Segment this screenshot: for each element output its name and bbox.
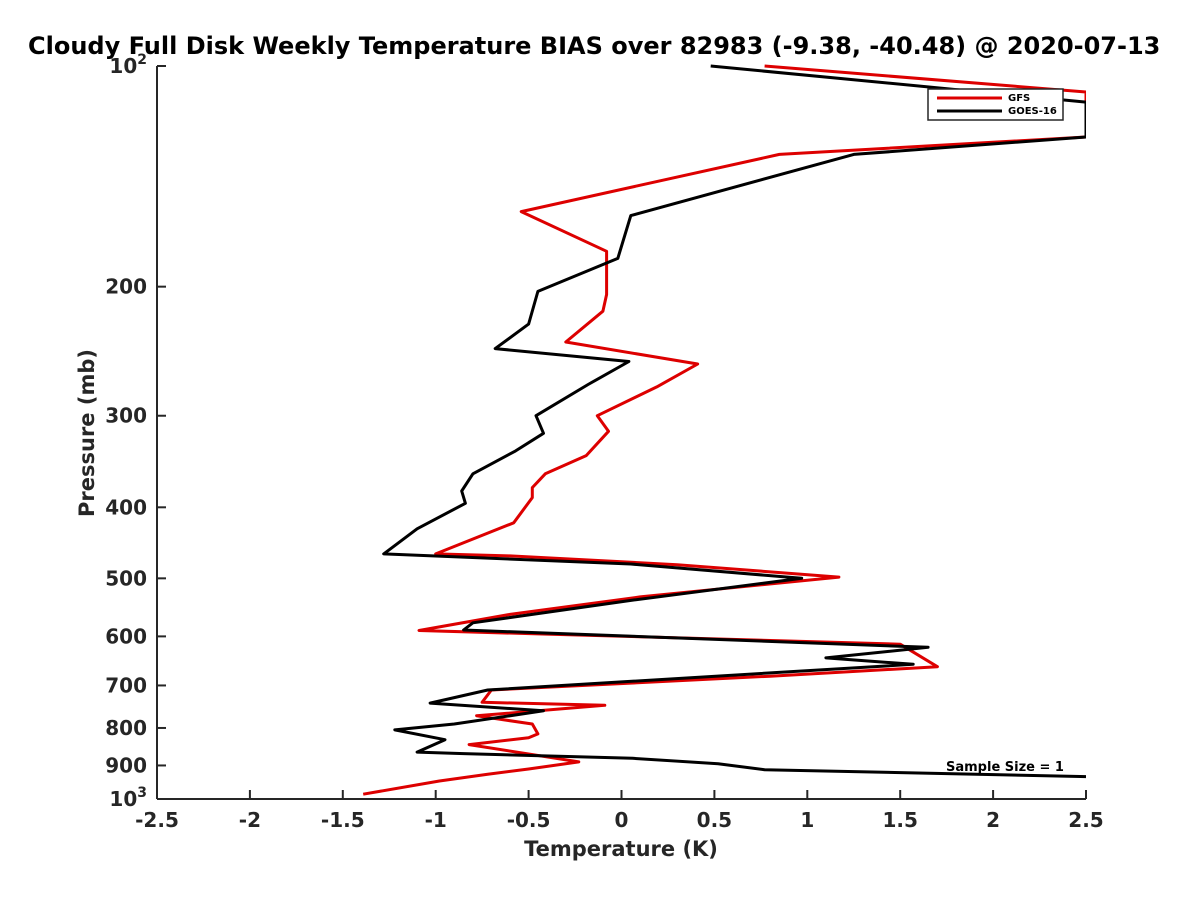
y-tick-label: 103 [109,785,147,811]
y-tick-label: 900 [105,753,147,777]
series-layer [362,64,1086,796]
y-tick-label: 102 [109,52,147,78]
legend-label-gfs: GFS [1008,93,1030,104]
x-tick-label: -2 [239,808,261,832]
x-tick-label: -1 [425,808,447,832]
x-axis-ticks: -2.5 -2 -1.5 -1 -0.5 0 0.5 1 1.5 2 2.5 [135,790,1104,832]
x-tick-label: 1.5 [882,808,917,832]
legend-box [927,88,1064,121]
x-tick-label: 0.5 [697,808,732,832]
x-tick-label: -2.5 [135,808,179,832]
x-tick-label: 2.5 [1068,808,1103,832]
y-tick-label: 400 [105,495,147,519]
y-tick-label: 200 [105,275,147,299]
legend: GFS GOES-16 [927,88,1064,121]
x-tick-label: 1 [800,808,814,832]
series-line-goes-16 [382,64,1086,779]
x-tick-label: -0.5 [507,808,551,832]
x-tick-label: -1.5 [321,808,365,832]
y-tick-label: 700 [105,673,147,697]
x-tick-label: 2 [986,808,1000,832]
y-tick-label: 300 [105,404,147,428]
x-tick-label: 0 [615,808,629,832]
y-axis-label: Pressure (mb) [75,349,99,517]
y-axis-ticks: 102 200 300 400 500 600 700 800 900 103 [105,52,166,811]
series-line-gfs [362,64,1086,796]
x-axis-label: Temperature (K) [524,837,718,861]
legend-label-goes16: GOES-16 [1008,106,1057,117]
sample-size-annotation: Sample Size = 1 [946,760,1064,775]
y-tick-label: 800 [105,716,147,740]
y-tick-label: 500 [105,566,147,590]
chart-title: Cloudy Full Disk Weekly Temperature BIAS… [28,32,1160,60]
y-tick-label: 600 [105,624,147,648]
